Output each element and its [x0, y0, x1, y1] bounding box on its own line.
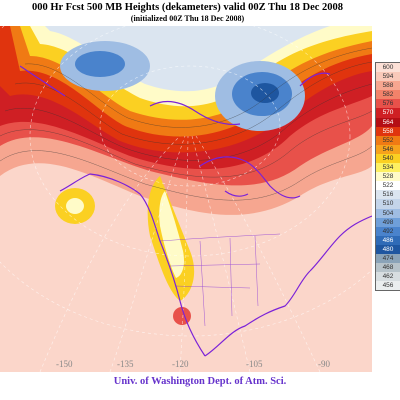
legend-item: 528 — [376, 172, 400, 182]
legend-item: 552 — [376, 135, 400, 145]
legend-item: 510 — [376, 199, 400, 209]
legend-item: 582 — [376, 90, 400, 100]
legend-item: 588 — [376, 81, 400, 91]
legend-item: 498 — [376, 217, 400, 227]
lon-label-90: -90 — [318, 359, 330, 369]
legend-item: 558 — [376, 126, 400, 136]
legend-item: 564 — [376, 117, 400, 127]
legend-item: 480 — [376, 244, 400, 254]
political-borders — [159, 233, 281, 327]
lon-label-105: -105 — [246, 359, 263, 369]
legend-item: 594 — [376, 72, 400, 82]
legend-item: 516 — [376, 190, 400, 200]
legend-item: 474 — [376, 253, 400, 264]
legend-item: 534 — [376, 163, 400, 173]
legend-item: 462 — [376, 272, 400, 282]
color-legend: 600 594 588 582 576 570 564 558 552 546 540 534 528 5… — [375, 62, 400, 292]
graticule — [0, 26, 372, 372]
coastlines — [19, 65, 372, 357]
legend-item: 504 — [376, 208, 400, 218]
legend-item: 486 — [376, 235, 400, 245]
lon-label-120: -120 — [172, 359, 189, 369]
chart-subtitle: (initialized 00Z Thu 18 Dec 2008) — [130, 14, 245, 23]
legend-item: 576 — [376, 99, 400, 109]
legend-item: 468 — [376, 263, 400, 273]
map-svg — [0, 26, 372, 372]
chart-title: 000 Hr Fcst 500 MB Heights (dekameters) … — [31, 2, 344, 13]
legend-item: 492 — [376, 226, 400, 236]
legend-item: 522 — [376, 181, 400, 191]
legend-item: 540 — [376, 153, 400, 164]
lon-label-150: -150 — [56, 359, 73, 369]
legend-item: 570 — [376, 108, 400, 118]
legend-item: 546 — [376, 144, 400, 154]
lon-label-135: -135 — [117, 359, 134, 369]
credit-line: Univ. of Washington Dept. of Atm. Sci. — [113, 376, 287, 387]
height-map — [0, 26, 372, 372]
legend-item: 456 — [376, 281, 400, 291]
contour-lines — [0, 47, 372, 201]
legend-item: 600 — [376, 63, 400, 73]
